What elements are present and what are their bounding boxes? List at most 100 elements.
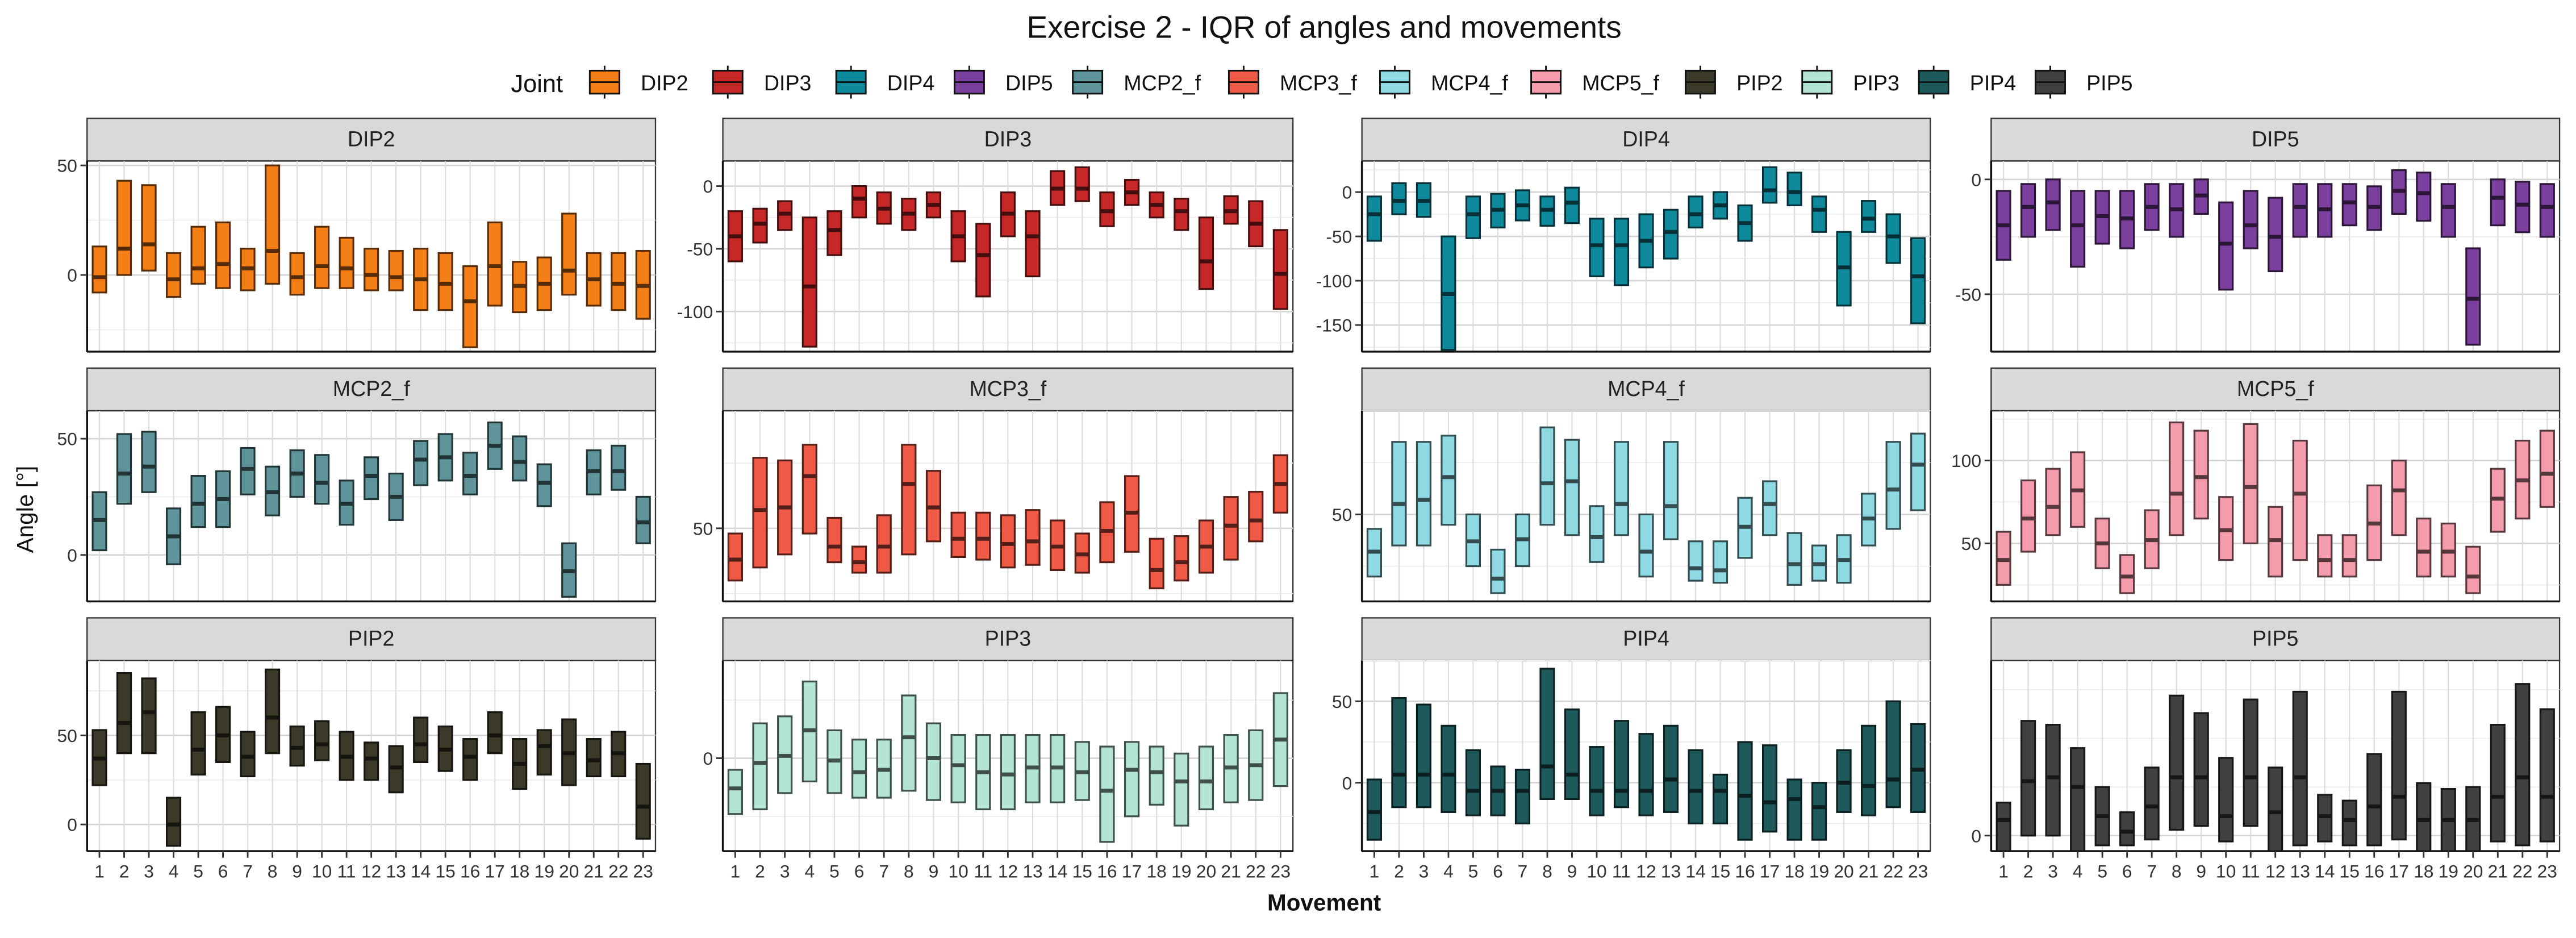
box-movement-18 (1149, 745, 1164, 806)
box-movement-7 (1514, 769, 1531, 825)
y-tick-label: -50 (1326, 227, 1352, 247)
y-tick-label: -100 (1316, 271, 1352, 291)
y-tick-label: 50 (57, 156, 77, 176)
box-iqr (2243, 423, 2258, 545)
box-movement-5 (190, 711, 206, 776)
box-movement-12 (2268, 766, 2283, 852)
box-iqr (2391, 690, 2407, 841)
box-iqr (2490, 724, 2506, 843)
x-tick-label: 22 (1883, 861, 1903, 881)
box-movement-20 (1836, 749, 1852, 813)
y-axis-title: Angle [°] (12, 466, 38, 553)
box-movement-7 (240, 447, 256, 495)
box-movement-3 (1416, 703, 1431, 808)
x-tick-label: 12 (361, 861, 381, 881)
box-iqr (635, 495, 651, 544)
box-iqr (2539, 708, 2555, 843)
box-movement-1 (91, 245, 107, 294)
box-iqr (1712, 773, 1729, 825)
x-tick-label: 14 (2315, 861, 2335, 881)
box-movement-4 (1441, 235, 1456, 351)
box-movement-4 (1441, 724, 1456, 813)
box-iqr (1638, 733, 1654, 816)
facet-mcp5_f: MCP5_f 50 100 (1951, 367, 2561, 603)
box-movement-10 (950, 511, 966, 558)
x-tick-label: 10 (312, 861, 332, 881)
box-movement-1 (1366, 195, 1382, 242)
box-movement-21 (1223, 496, 1239, 561)
box-iqr (2490, 178, 2506, 227)
box-movement-18 (512, 435, 528, 482)
box-movement-5 (2094, 518, 2110, 569)
x-tick-label: 8 (1542, 861, 1552, 881)
box-iqr (512, 435, 528, 482)
chart-title: Exercise 2 - IQR of angles and movements (1026, 10, 1621, 45)
box-movement-11 (1613, 720, 1630, 808)
box-movement-15 (1712, 540, 1729, 584)
box-iqr (851, 545, 867, 574)
box-iqr (1174, 535, 1189, 582)
box-movement-4 (166, 507, 182, 565)
box-movement-1 (727, 532, 743, 582)
x-tick-label: 18 (1146, 861, 1166, 881)
facet-strip (1990, 367, 2561, 412)
box-iqr (2341, 534, 2357, 578)
box-iqr (2045, 178, 2061, 231)
box-movement-12 (1000, 191, 1016, 237)
box-iqr (1149, 537, 1164, 590)
box-movement-20 (1836, 534, 1852, 584)
box-movement-7 (240, 248, 256, 291)
y-tick-label: 50 (693, 518, 713, 539)
box-movement-16 (2366, 484, 2382, 561)
box-iqr (2440, 183, 2456, 238)
box-movement-8 (265, 668, 281, 754)
box-movement-23 (1272, 229, 1288, 310)
box-movement-18 (512, 261, 528, 314)
legend-label: MCP4_f (1431, 71, 1508, 95)
box-movement-6 (2119, 554, 2135, 594)
y-tick-label: -100 (677, 302, 713, 322)
legend-item-dip4: DIP4 (835, 65, 934, 99)
box-iqr (801, 216, 817, 348)
box-iqr (1366, 778, 1382, 841)
box-movement-19 (1174, 535, 1189, 582)
box-movement-17 (1761, 166, 1778, 204)
box-iqr (851, 185, 867, 219)
box-movement-10 (2218, 757, 2234, 843)
box-movement-7 (240, 731, 256, 778)
box-movement-18 (2416, 782, 2432, 852)
box-movement-9 (289, 726, 305, 767)
box-iqr (1786, 778, 1802, 841)
x-tick-label: 15 (1072, 861, 1092, 881)
box-movement-5 (826, 210, 842, 256)
box-movement-5 (2094, 786, 2110, 847)
box-movement-4 (801, 680, 817, 783)
box-iqr (901, 694, 917, 792)
box-movement-21 (1861, 200, 1877, 233)
box-movement-14 (413, 716, 429, 763)
box-movement-19 (1174, 198, 1189, 231)
box-iqr (975, 223, 991, 298)
x-tick-label: 9 (1567, 861, 1577, 881)
box-movement-23 (635, 495, 651, 544)
box-iqr (901, 444, 917, 556)
box-movement-5 (1465, 513, 1481, 568)
box-movement-5 (1465, 195, 1481, 239)
box-movement-9 (1564, 439, 1580, 536)
box-iqr (265, 164, 281, 285)
x-tick-label: 2 (2023, 861, 2034, 881)
box-iqr (1811, 782, 1827, 841)
legend-label: PIP5 (2086, 71, 2132, 95)
box-movement-9 (2193, 430, 2209, 520)
box-movement-14 (1050, 170, 1066, 206)
legend-item-mcp4_f: MCP4_f (1379, 65, 1508, 99)
box-movement-8 (2169, 694, 2185, 831)
box-movement-16 (1737, 497, 1753, 559)
x-tick-label: 12 (998, 861, 1018, 881)
x-tick-label: 21 (584, 861, 604, 881)
box-movement-10 (314, 226, 330, 289)
box-iqr (437, 252, 453, 311)
box-movement-5 (826, 516, 842, 564)
